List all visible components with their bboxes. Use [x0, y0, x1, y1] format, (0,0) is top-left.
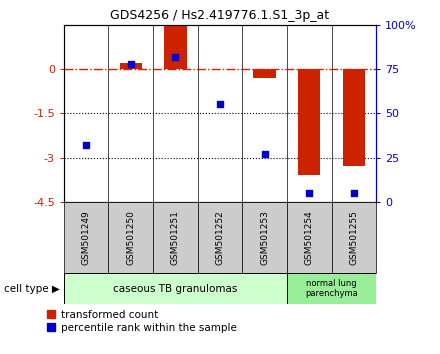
Text: caseous TB granulomas: caseous TB granulomas [113, 284, 238, 293]
FancyBboxPatch shape [242, 202, 287, 273]
Bar [164, 26, 187, 69]
Point [216, 102, 224, 107]
Text: cell type ▶: cell type ▶ [4, 284, 60, 293]
Text: GSM501249: GSM501249 [81, 210, 91, 264]
Text: GSM501254: GSM501254 [305, 210, 314, 264]
Point [350, 190, 357, 196]
Text: GSM501255: GSM501255 [349, 210, 359, 265]
Text: GSM501251: GSM501251 [171, 210, 180, 265]
Bar [298, 69, 320, 175]
FancyBboxPatch shape [108, 202, 153, 273]
Point [83, 142, 90, 148]
Bar [343, 69, 365, 166]
Point [261, 151, 268, 157]
FancyBboxPatch shape [332, 202, 376, 273]
Legend: transformed count, percentile rank within the sample: transformed count, percentile rank withi… [47, 310, 236, 333]
FancyBboxPatch shape [64, 273, 287, 304]
Point [306, 190, 313, 196]
FancyBboxPatch shape [287, 202, 332, 273]
Text: GSM501250: GSM501250 [126, 210, 135, 265]
FancyBboxPatch shape [287, 273, 376, 304]
Bar [253, 69, 276, 78]
FancyBboxPatch shape [153, 202, 198, 273]
Text: GSM501252: GSM501252 [216, 210, 224, 264]
Bar [120, 63, 142, 69]
Point [172, 54, 179, 59]
Text: GSM501253: GSM501253 [260, 210, 269, 265]
Text: normal lung
parenchyma: normal lung parenchyma [305, 279, 358, 298]
FancyBboxPatch shape [64, 202, 108, 273]
Point [127, 61, 134, 67]
FancyBboxPatch shape [198, 202, 242, 273]
Title: GDS4256 / Hs2.419776.1.S1_3p_at: GDS4256 / Hs2.419776.1.S1_3p_at [110, 9, 330, 22]
